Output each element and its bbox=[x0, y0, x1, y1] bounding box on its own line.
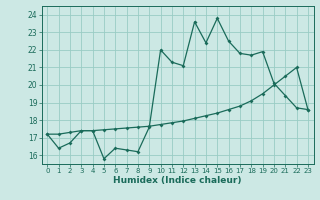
X-axis label: Humidex (Indice chaleur): Humidex (Indice chaleur) bbox=[113, 176, 242, 185]
